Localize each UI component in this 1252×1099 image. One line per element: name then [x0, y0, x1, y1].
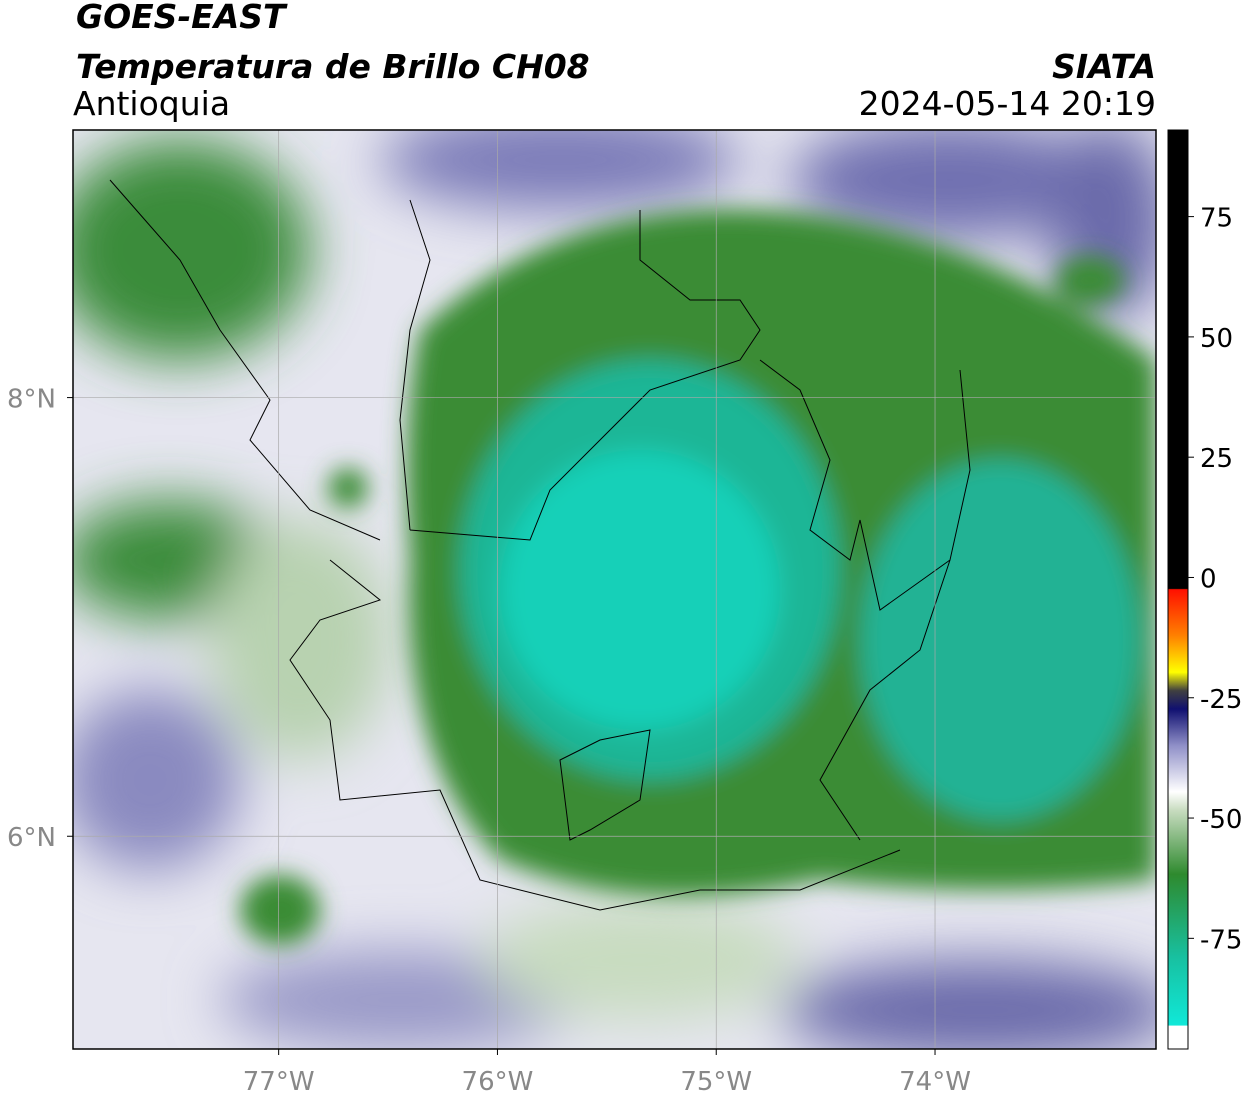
colorbar-tick-label: 25	[1200, 444, 1233, 474]
grid	[73, 130, 1156, 1049]
satellite-image	[73, 130, 1156, 1049]
source: SIATA	[1052, 47, 1156, 86]
colorbar-tick-label: -25	[1200, 685, 1242, 715]
timestamp: 2024-05-14 20:19	[859, 84, 1156, 123]
x-tick-label: 77°W	[243, 1067, 315, 1097]
y-tick-label: 6°N	[7, 823, 56, 853]
map-frame	[72, 129, 1157, 1050]
x-tick-label: 74°W	[899, 1067, 971, 1097]
x-tick-label: 76°W	[462, 1067, 534, 1097]
colorbar	[1167, 129, 1189, 1050]
colorbar-tick-label: 50	[1200, 324, 1233, 354]
colorbar-tick-label: -75	[1200, 925, 1242, 955]
region: Antioquia	[73, 84, 230, 123]
y-tick-label: 8°N	[7, 385, 56, 415]
colorbar-tick-label: 75	[1200, 204, 1233, 234]
colorbar-tick-label: -50	[1200, 805, 1242, 835]
title: GOES-EAST	[76, 0, 288, 36]
colorbar-tick-label: 0	[1200, 564, 1217, 594]
subtitle: Temperatura de Brillo CH08	[76, 47, 590, 86]
x-tick-label: 75°W	[680, 1067, 752, 1097]
borders	[109, 179, 971, 911]
